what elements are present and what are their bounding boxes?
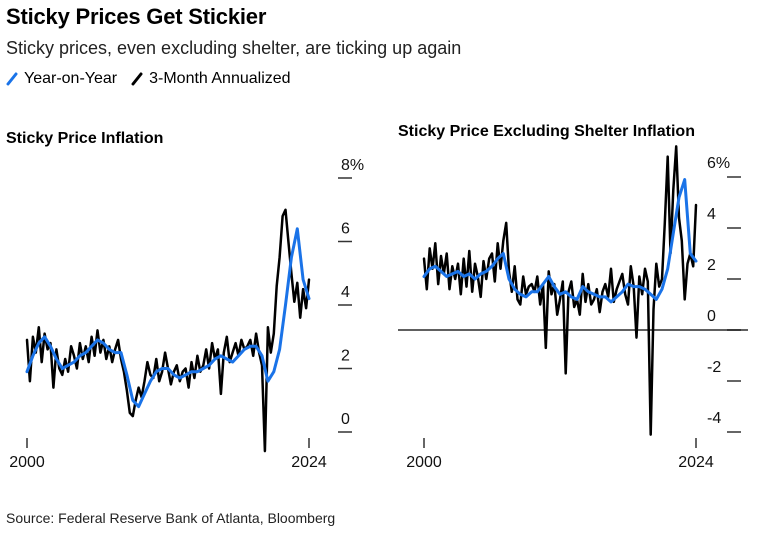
chart-subtitle: Sticky prices, even excluding shelter, a… — [6, 38, 462, 58]
left-y-tick-label: 2 — [341, 348, 350, 365]
right-y-tick-label: 6% — [707, 155, 730, 172]
source-note: Source: Federal Reserve Bank of Atlanta,… — [6, 510, 336, 526]
right-y-tick-label: -4 — [707, 410, 721, 427]
right-y-tick-label: -2 — [707, 359, 721, 376]
panel-title-right: Sticky Price Excluding Shelter Inflation — [398, 123, 695, 140]
left-x-tick-label: 2024 — [291, 454, 327, 471]
chart-title: Sticky Prices Get Stickier — [6, 4, 267, 29]
left-y-tick-label: 8% — [341, 157, 364, 174]
legend-label-3m: 3-Month Annualized — [149, 70, 291, 87]
right-y-tick-label: 4 — [707, 206, 716, 223]
legend-label-yoy: Year-on-Year — [24, 70, 118, 87]
right-y-tick-label: 2 — [707, 257, 716, 274]
charts-canvas: 0 2 4 6 8% 2000 2024 -4 -2 0 2 4 6% 2000 2024 — [9, 145, 748, 471]
left-series-3m — [25, 208, 311, 453]
legend-item-yoy: Year-on-Year — [6, 70, 117, 88]
left-y-tick-label: 0 — [341, 411, 350, 428]
right-x-tick-label: 2024 — [678, 454, 714, 471]
left-series-yoy — [25, 227, 311, 409]
right-x-tick-label: 2000 — [406, 454, 442, 471]
right-y-tick-label: 0 — [707, 308, 716, 325]
legend: Year-on-Year 3-Month Annualized — [6, 70, 305, 88]
left-x-tick-label: 2000 — [9, 454, 45, 471]
legend-item-3m: 3-Month Annualized — [131, 70, 291, 88]
panel-title-left: Sticky Price Inflation — [6, 130, 164, 147]
left-y-tick-label: 6 — [341, 221, 350, 238]
right-series-3m — [422, 145, 698, 436]
right-series-yoy — [422, 178, 698, 304]
legend-swatch-black-icon — [131, 72, 143, 86]
left-y-tick-label: 4 — [341, 284, 350, 301]
legend-swatch-blue-icon — [6, 72, 18, 86]
